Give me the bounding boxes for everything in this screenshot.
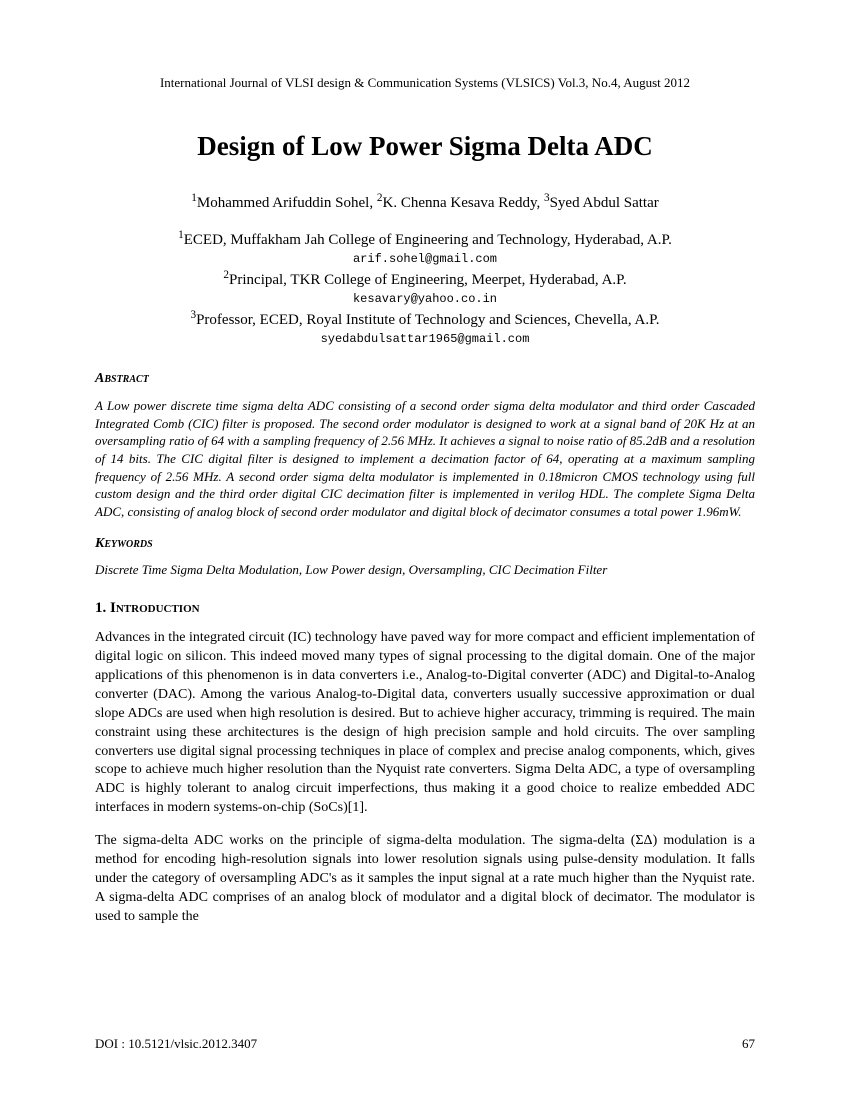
paper-page: International Journal of VLSI design & C… (0, 0, 850, 981)
affiliations-block: 1ECED, Muffakham Jah College of Engineer… (95, 228, 755, 347)
page-footer: DOI : 10.5121/vlsic.2012.3407 67 (95, 1036, 755, 1052)
affiliation-line: 3Professor, ECED, Royal Institute of Tec… (95, 308, 755, 331)
affiliation-email: syedabdulsattar1965@gmail.com (95, 331, 755, 348)
intro-paragraph-1: Advances in the integrated circuit (IC) … (95, 629, 755, 818)
intro-heading: 1. Introduction (95, 600, 755, 617)
keywords-heading: Keywords (95, 536, 755, 552)
abstract-heading: Abstract (95, 371, 755, 387)
paper-title: Design of Low Power Sigma Delta ADC (95, 131, 755, 162)
journal-header: International Journal of VLSI design & C… (95, 75, 755, 91)
affiliation-line: 2Principal, TKR College of Engineering, … (95, 268, 755, 291)
abstract-text: A Low power discrete time sigma delta AD… (95, 397, 755, 520)
doi-text: DOI : 10.5121/vlsic.2012.3407 (95, 1036, 257, 1052)
affiliation-line: 1ECED, Muffakham Jah College of Engineer… (95, 228, 755, 251)
keywords-text: Discrete Time Sigma Delta Modulation, Lo… (95, 562, 755, 578)
intro-paragraph-2: The sigma-delta ADC works on the princip… (95, 832, 755, 926)
page-number: 67 (742, 1036, 755, 1052)
authors-line: 1Mohammed Arifuddin Sohel, 2K. Chenna Ke… (95, 192, 755, 212)
affiliation-email: arif.sohel@gmail.com (95, 251, 755, 268)
affiliation-email: kesavary@yahoo.co.in (95, 291, 755, 308)
